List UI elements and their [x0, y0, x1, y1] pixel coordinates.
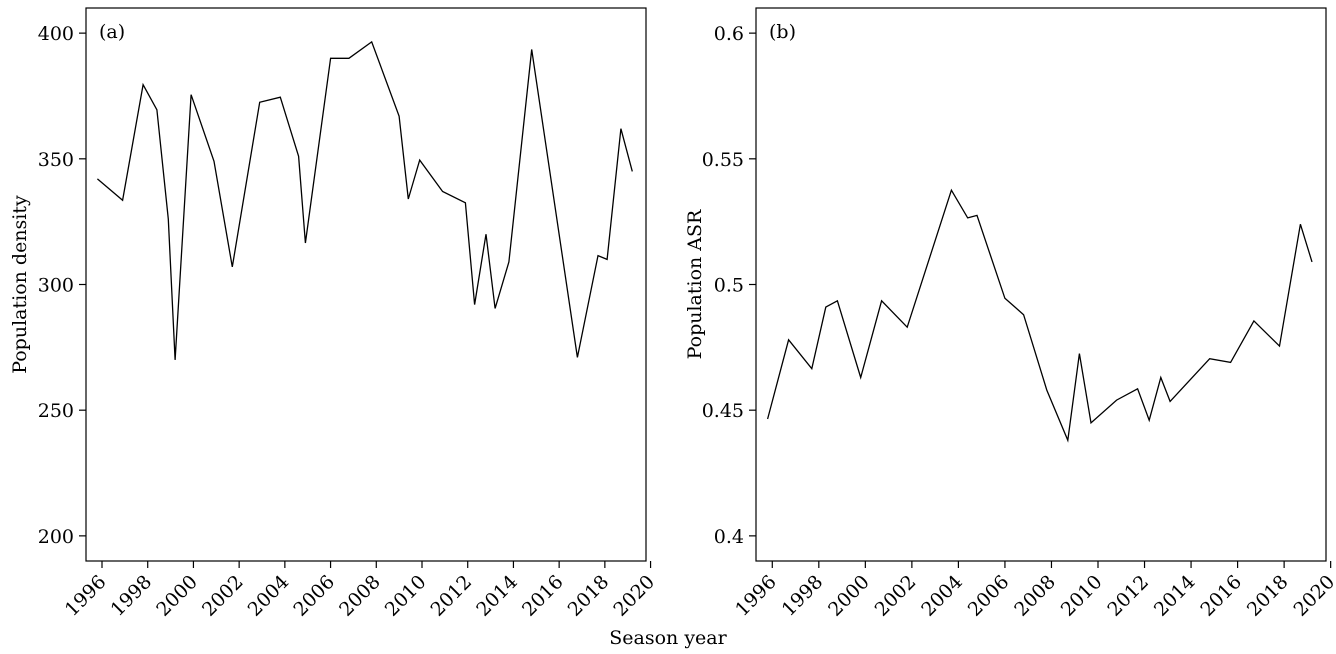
- x-tick-label: 2014: [1150, 571, 1200, 621]
- x-tick-label: 2012: [426, 571, 476, 621]
- x-tick-label: 1996: [61, 571, 111, 621]
- x-tick-label: 2010: [381, 571, 431, 621]
- plot-frame: [85, 7, 647, 562]
- x-tick-label: 2018: [564, 571, 614, 621]
- x-tick-label: 2006: [964, 571, 1014, 621]
- series-line: [96, 40, 633, 360]
- x-tick-label: 2016: [1196, 571, 1246, 621]
- x-tick-label: 2002: [871, 571, 921, 621]
- x-tick-label: 2000: [152, 571, 202, 621]
- y-axis-title: Population density: [9, 195, 31, 374]
- panel-label: (a): [99, 21, 125, 43]
- y-tick-label: 350: [38, 149, 74, 171]
- panel-label: (b): [769, 21, 796, 43]
- x-tick-label: 1998: [106, 571, 156, 621]
- y-tick-label: 0.5: [714, 275, 744, 297]
- series-line: [766, 188, 1313, 443]
- plot-frame: [755, 7, 1327, 562]
- x-tick-label: 2020: [1289, 571, 1336, 621]
- x-tick-label: 2016: [518, 571, 568, 621]
- x-tick-label: 1998: [778, 571, 828, 621]
- y-tick-label: 200: [38, 526, 74, 548]
- y-tick-label: 0.4: [714, 526, 744, 548]
- panel-b: 0.40.450.50.550.619961998200020022004200…: [684, 7, 1336, 621]
- x-tick-label: 2004: [917, 571, 967, 621]
- y-tick-label: 400: [38, 23, 74, 45]
- x-tick-label: 2018: [1243, 571, 1293, 621]
- x-tick-label: 2004: [244, 571, 294, 621]
- y-axis-title: Population ASR: [684, 209, 706, 359]
- panel-a: 2002503003504001996199820002002200420062…: [9, 7, 659, 621]
- x-tick-label: 2010: [1057, 571, 1107, 621]
- y-tick-label: 300: [38, 275, 74, 297]
- x-tick-label: 2008: [1010, 571, 1060, 621]
- x-tick-label: 2006: [289, 571, 339, 621]
- y-tick-label: 0.6: [714, 23, 744, 45]
- y-tick-label: 0.55: [702, 149, 744, 171]
- x-tick-label: 2012: [1103, 571, 1153, 621]
- x-tick-label: 2000: [824, 571, 874, 621]
- x-tick-label: 2008: [335, 571, 385, 621]
- x-tick-label: 1996: [731, 571, 781, 621]
- x-axis-title: Season year: [609, 627, 727, 649]
- x-tick-label: 2020: [609, 571, 659, 621]
- y-tick-label: 250: [38, 400, 74, 422]
- x-tick-label: 2002: [198, 571, 248, 621]
- x-tick-label: 2014: [472, 571, 522, 621]
- y-tick-label: 0.45: [702, 400, 744, 422]
